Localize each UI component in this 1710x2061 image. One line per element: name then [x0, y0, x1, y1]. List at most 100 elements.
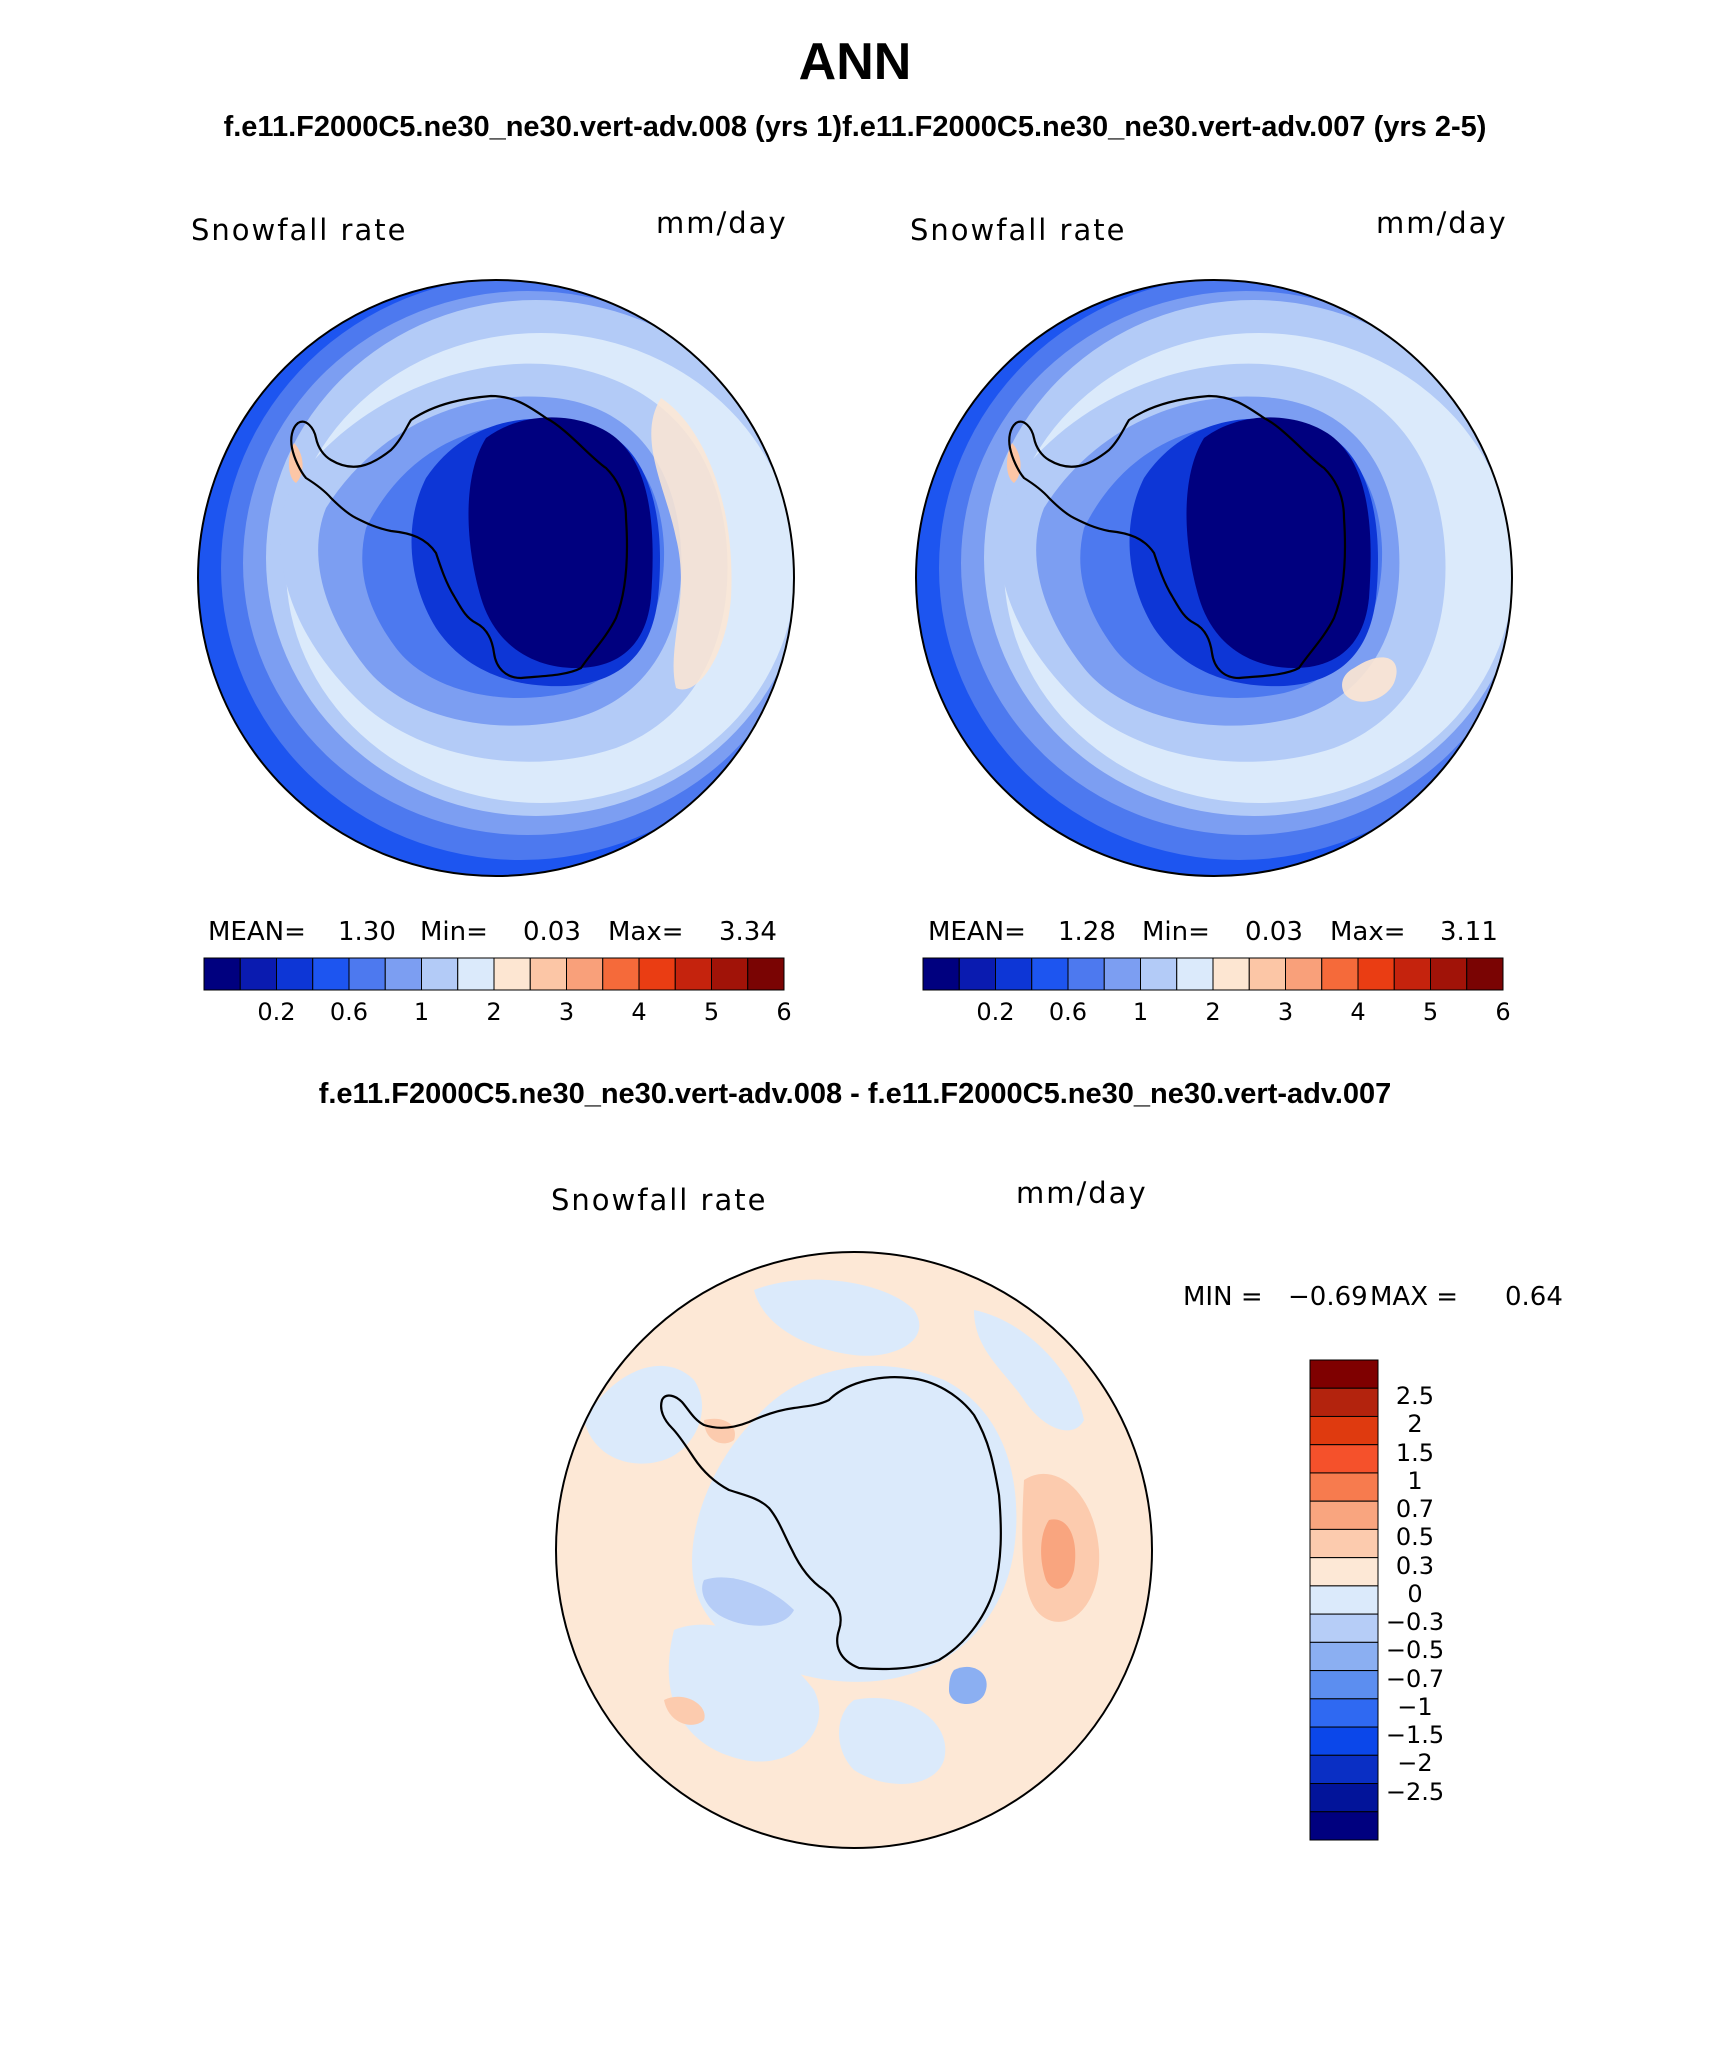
colorbar-tick-label: 0.7	[1395, 1495, 1435, 1524]
case-subtitle: f.e11.F2000C5.ne30_ne30.vert-adv.008 (yr…	[223, 111, 1487, 143]
colorbar-swatch	[1393, 957, 1431, 991]
colorbar-swatch	[276, 957, 314, 991]
colorbar-swatch	[1309, 1359, 1379, 1389]
colorbar-tick-label: 2.5	[1395, 1382, 1435, 1411]
panel2-units-label: mm/day	[1376, 206, 1508, 240]
colorbar-tick-label: 5	[703, 998, 720, 1026]
diff-medium-blue	[702, 1577, 794, 1626]
panel2-min-label: Min=	[1142, 917, 1210, 947]
colorbar-swatch	[1357, 957, 1395, 991]
colorbar-tick-label: 0.5	[1395, 1523, 1435, 1552]
panel1-min-value: 0.03	[523, 917, 581, 947]
panel1-max-label: Max=	[608, 917, 684, 947]
colorbar-swatch	[1140, 957, 1178, 991]
colorbar-tick-label: 0.2	[976, 998, 1015, 1026]
panel2-max-value: 3.11	[1440, 917, 1498, 947]
panel2-colorbar-ticks: 0.2 0.6 1 2 3 4 5 6	[923, 998, 1510, 1028]
diff-medium-blue-2	[949, 1666, 987, 1705]
panel1-min-label: Min=	[420, 917, 488, 947]
diff-max-label: MAX =	[1370, 1282, 1459, 1312]
warm-patch	[1342, 657, 1397, 702]
colorbar-tick-label: −0.3	[1385, 1608, 1445, 1637]
antarctica-coastline	[660, 1376, 1002, 1671]
diff-variable-label: Snowfall rate	[551, 1183, 768, 1217]
colorbar-swatch	[674, 957, 712, 991]
colorbar-swatch	[1466, 957, 1504, 991]
diff-blue-blob-ne	[974, 1310, 1084, 1431]
colorbar-tick-label: 4	[1350, 998, 1366, 1026]
colorbar-tick-label: 6	[776, 998, 792, 1026]
colorbar-tick-label: 3	[558, 998, 575, 1026]
colorbar-swatch	[922, 957, 960, 991]
colorbar-swatch	[747, 957, 785, 991]
colorbar-tick-label: 0.6	[329, 998, 369, 1026]
core-darkest	[468, 417, 653, 668]
colorbar-swatch	[1309, 1754, 1379, 1785]
panel1-mean-label: MEAN=	[208, 917, 306, 947]
colorbar-swatch	[1309, 1783, 1379, 1813]
panel1-colorbar	[203, 957, 785, 991]
colorbar-swatch	[638, 957, 676, 991]
diff-max-value: 0.64	[1505, 1282, 1563, 1312]
colorbar-swatch	[529, 957, 567, 991]
colorbar-tick-label: 2	[1407, 1410, 1423, 1439]
colorbar-swatch	[958, 957, 996, 991]
map-border	[197, 279, 795, 877]
map-border	[555, 1251, 1153, 1849]
panel2-max-label: Max=	[1330, 917, 1406, 947]
panel2-min-value: 0.03	[1245, 917, 1303, 947]
colorbar-swatch	[1103, 957, 1141, 991]
diff-blue-blob-se	[839, 1698, 946, 1784]
colorbar-swatch	[1309, 1500, 1379, 1530]
colorbar-swatch	[1321, 957, 1359, 991]
colorbar-tick-label: 2	[486, 998, 502, 1026]
panel1-colorbar-ticks: 0.2 0.6 1 2 3 4 5 6	[204, 998, 791, 1028]
colorbar-swatch	[995, 957, 1033, 991]
panel2-variable-label: Snowfall rate	[910, 213, 1127, 247]
colorbar-swatch	[457, 957, 495, 991]
panel1-max-value: 3.34	[719, 917, 777, 947]
colorbar-tick-label: 1.5	[1395, 1438, 1435, 1467]
colorbar-tick-label: 0.6	[1048, 998, 1088, 1026]
diff-units-label: mm/day	[1016, 1176, 1148, 1210]
colorbar-swatch	[384, 957, 422, 991]
diff-red-core	[1041, 1519, 1076, 1589]
colorbar-swatch	[1309, 1472, 1379, 1502]
colorbar-tick-label: 3	[1277, 998, 1294, 1026]
colorbar-swatch	[1067, 957, 1105, 991]
antarctica-coastline	[1008, 394, 1347, 680]
colorbar-tick-label: −1	[1397, 1692, 1433, 1721]
panel2-map	[915, 279, 1513, 877]
colorbar-swatch	[1031, 957, 1069, 991]
colorbar-swatch	[239, 957, 277, 991]
difference-title: f.e11.F2000C5.ne30_ne30.vert-adv.008 - f…	[318, 1078, 1392, 1110]
colorbar-tick-label: 1	[1132, 998, 1149, 1026]
colorbar-tick-label: 6	[1495, 998, 1511, 1026]
colorbar-swatch	[1285, 957, 1323, 991]
colorbar-swatch	[1309, 1670, 1379, 1700]
colorbar-swatch	[1309, 1585, 1379, 1615]
colorbar-tick-label: 0.3	[1395, 1551, 1435, 1580]
colorbar-tick-label: −0.5	[1385, 1636, 1445, 1665]
colorbar-swatch	[1309, 1387, 1379, 1417]
colorbar-swatch	[312, 957, 350, 991]
diff-blue-blob-s	[668, 1624, 820, 1762]
colorbar-swatch	[1309, 1726, 1379, 1756]
colorbar-swatch	[711, 957, 749, 991]
colorbar-tick-label: 2	[1205, 998, 1221, 1026]
colorbar-tick-label: 4	[631, 998, 647, 1026]
colorbar-swatch	[1309, 1613, 1379, 1643]
colorbar-tick-label: −1.5	[1385, 1721, 1445, 1750]
panel1-mean-value: 1.30	[338, 917, 396, 947]
map-border	[915, 279, 1513, 877]
colorbar-swatch	[1309, 1698, 1379, 1728]
warm-patch	[651, 398, 732, 690]
colorbar-tick-label: −2	[1397, 1749, 1433, 1778]
colorbar-swatch	[1248, 957, 1286, 991]
page-title: ANN	[798, 33, 912, 91]
panel2-mean-label: MEAN=	[928, 917, 1026, 947]
colorbar-swatch	[1309, 1641, 1379, 1672]
colorbar-tick-label: 1	[413, 998, 430, 1026]
core-darkest	[1186, 417, 1371, 668]
diff-red-patch-w	[704, 1418, 735, 1444]
